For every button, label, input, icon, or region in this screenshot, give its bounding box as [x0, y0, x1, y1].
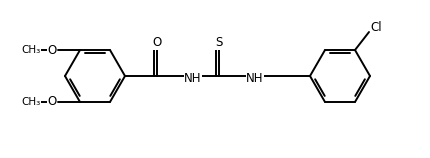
Text: O: O [47, 43, 57, 57]
Text: O: O [47, 95, 57, 109]
Text: NH: NH [184, 72, 202, 85]
Text: CH₃: CH₃ [22, 97, 40, 107]
Text: O: O [152, 36, 162, 49]
Text: NH: NH [246, 72, 264, 85]
Text: S: S [215, 36, 223, 49]
Text: CH₃: CH₃ [22, 45, 40, 55]
Text: Cl: Cl [370, 21, 382, 33]
